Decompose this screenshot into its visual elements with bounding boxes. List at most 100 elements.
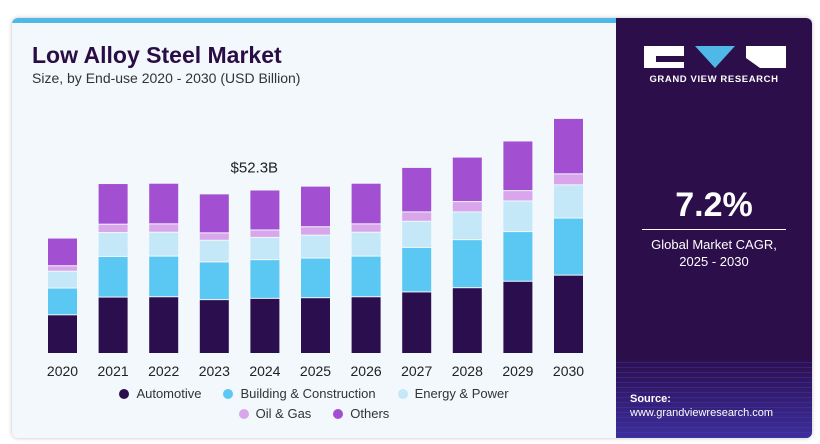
legend-item: Building & Construction: [223, 386, 376, 401]
bar-segment-2030-3: [554, 174, 583, 185]
bar-segment-2027-1: [402, 247, 432, 292]
bar-segment-2024-1: [250, 260, 280, 298]
bar-segment-2025-1: [301, 258, 330, 298]
bar-segment-2024-0: [250, 298, 280, 353]
source-url[interactable]: www.grandviewresearch.com: [630, 407, 774, 419]
x-tick-label: 2030: [553, 363, 584, 379]
chart-title: Low Alloy Steel Market: [32, 42, 282, 68]
chart-subtitle: Size, by End-use 2020 - 2030 (USD Billio…: [32, 70, 301, 86]
x-tick-label: 2020: [47, 363, 78, 379]
source-note: Source: www.grandviewresearch.com: [630, 392, 773, 420]
bar-segment-2021-2: [98, 233, 128, 256]
bar-segment-2020-3: [48, 266, 77, 271]
cagr-value: 7.2%: [675, 186, 753, 224]
bar-segment-2021-4: [98, 184, 128, 224]
bar-segment-2030-2: [554, 185, 583, 218]
legend-label: Energy & Power: [414, 386, 509, 401]
x-tick-label: 2026: [351, 363, 382, 379]
stacked-bar-chart: 2020 2021 2022 2023 2024 2025 2026 2027 2028 2029…: [47, 118, 584, 379]
legend-label: Building & Construction: [240, 386, 376, 401]
bar-segment-2029-3: [503, 191, 533, 201]
x-tick-label: 2022: [148, 363, 179, 379]
bar-segment-2027-2: [402, 221, 432, 247]
bar-segment-2024-4: [250, 190, 280, 230]
x-tick-label: 2024: [249, 363, 280, 379]
bar-segment-2030-0: [554, 275, 583, 353]
legend-item: Automotive: [119, 386, 201, 401]
accent-bar: [12, 18, 616, 23]
bar-segment-2027-0: [402, 292, 432, 353]
bar-segment-2029-1: [503, 232, 533, 281]
legend-row: Oil & Gas Others: [12, 406, 616, 421]
grand-view-research-logo: [644, 46, 786, 68]
bar-segment-2028-3: [452, 202, 482, 212]
bar-segment-2026-4: [351, 183, 381, 224]
bar-segment-2030-4: [554, 118, 583, 174]
bar-segment-2023-1: [199, 262, 229, 300]
legend-swatch: [397, 388, 408, 399]
bar-segment-2025-3: [301, 227, 330, 235]
legend-swatch: [223, 388, 234, 399]
bar-segment-2026-1: [351, 256, 381, 297]
legend-swatch: [238, 408, 249, 419]
cagr-label-line1: Global Market CAGR,: [651, 237, 777, 252]
bar-segment-2022-0: [149, 297, 179, 353]
bar-segment-2029-0: [503, 281, 533, 353]
bar-segment-2023-2: [199, 240, 229, 262]
bar-segment-2029-2: [503, 201, 533, 232]
x-tick-label: 2029: [502, 363, 533, 379]
bar-segment-2026-2: [351, 232, 381, 256]
bar-segment-2023-3: [199, 233, 229, 240]
x-tick-label: 2023: [199, 363, 230, 379]
bar-segment-2030-1: [554, 218, 583, 275]
bar-segment-2021-1: [98, 256, 128, 297]
x-tick-label: 2027: [401, 363, 432, 379]
bar-segment-2020-2: [48, 271, 77, 288]
legend-swatch: [333, 408, 344, 419]
chart-card: Low Alloy Steel Market Size, by End-use …: [12, 18, 812, 438]
bar-segment-2028-1: [452, 240, 482, 288]
bar-segment-2022-2: [149, 232, 179, 256]
chart-panel: Low Alloy Steel Market Size, by End-use …: [12, 18, 616, 438]
x-tick-label: 2028: [452, 363, 483, 379]
bar-segment-2026-0: [351, 297, 381, 353]
bar-segment-2028-4: [452, 157, 482, 202]
legend-item: Others: [333, 406, 389, 421]
brand-panel: GRAND VIEW RESEARCH 7.2% Global Market C…: [616, 18, 812, 438]
brand-name: GRAND VIEW RESEARCH: [649, 74, 779, 85]
legend-item: Oil & Gas: [238, 406, 312, 421]
cagr-label: Global Market CAGR, 2025 - 2030: [636, 236, 792, 270]
value-annotation: $52.3B: [231, 159, 279, 176]
bar-segment-2022-4: [149, 183, 179, 224]
bar-segment-2023-0: [199, 300, 229, 353]
bar-segment-2025-4: [301, 186, 330, 227]
bar-segment-2020-1: [48, 288, 77, 315]
bar-segment-2022-1: [149, 256, 179, 297]
bar-segment-2027-4: [402, 167, 432, 212]
bar-segment-2028-2: [452, 212, 482, 240]
source-label: Source:: [630, 393, 671, 405]
panel-glow: [616, 358, 812, 438]
bar-segment-2020-4: [48, 238, 77, 266]
bar-segment-2021-3: [98, 224, 128, 233]
bar-segment-2029-4: [503, 141, 533, 191]
cagr-label-line2: 2025 - 2030: [679, 254, 749, 269]
bar-segment-2026-3: [351, 224, 381, 232]
legend-label: Others: [350, 406, 390, 421]
bar-segment-2027-3: [402, 212, 432, 221]
bar-segment-2025-2: [301, 235, 330, 258]
cagr-divider: [642, 229, 786, 230]
legend-row: Automotive Building & Construction Energy …: [12, 386, 616, 401]
legend-item: Energy & Power: [397, 386, 509, 401]
legend-label: Automotive: [136, 386, 202, 401]
legend-swatch: [119, 388, 130, 399]
bar-segment-2024-3: [250, 230, 280, 237]
bar-segment-2021-0: [98, 297, 128, 353]
bar-segment-2020-0: [48, 315, 77, 353]
legend-label: Oil & Gas: [255, 406, 312, 421]
bar-segment-2024-2: [250, 237, 280, 260]
x-tick-label: 2021: [98, 363, 129, 379]
x-tick-label: 2025: [300, 363, 331, 379]
bar-segment-2028-0: [452, 288, 482, 353]
bar-segment-2023-4: [199, 194, 229, 233]
